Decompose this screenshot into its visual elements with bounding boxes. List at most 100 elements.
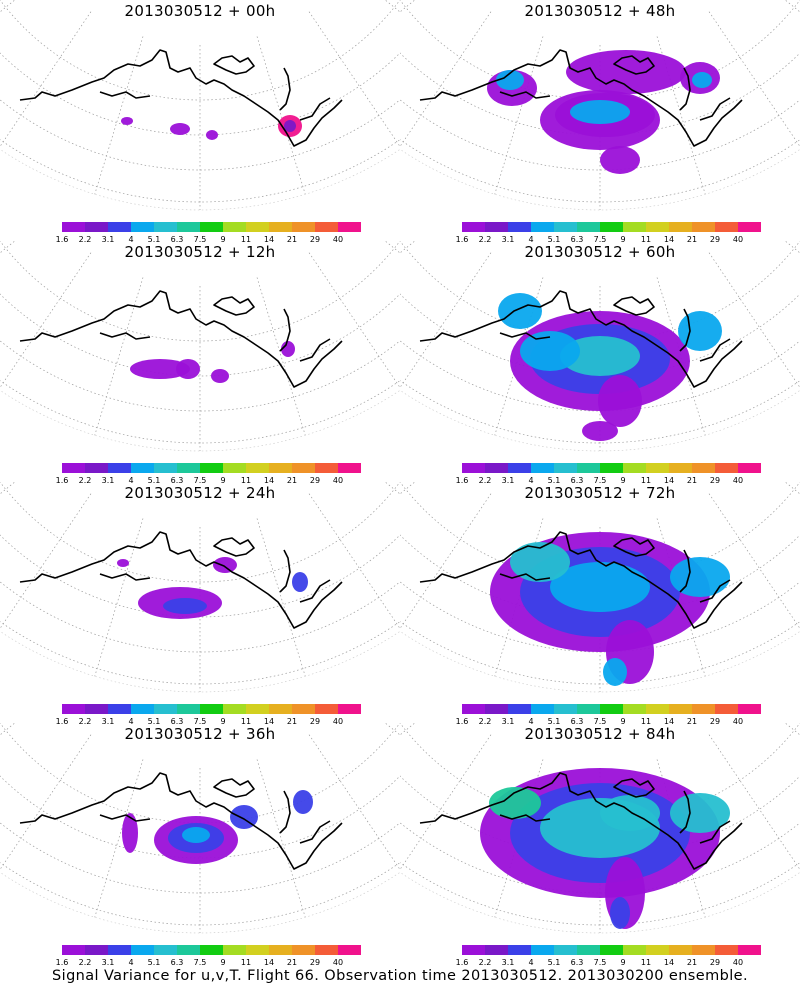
colorbar-label: 4 [128, 235, 134, 244]
colorbar-swatch [715, 463, 738, 473]
colorbar-swatch [177, 945, 200, 955]
colorbar-label: 2.2 [478, 235, 492, 244]
colorbar-label: 6.3 [170, 717, 184, 726]
colorbar-swatch [338, 222, 361, 232]
colorbar-swatch [738, 463, 761, 473]
colorbar-label: 3.1 [501, 476, 515, 485]
colorbar-swatch [715, 704, 738, 714]
colorbar-swatch [715, 222, 738, 232]
colorbar-label: 6.3 [570, 476, 584, 485]
colorbar-label: 9 [620, 958, 626, 967]
colorbar-label: 40 [732, 958, 744, 967]
colorbar-swatch [600, 222, 623, 232]
colorbar-swatch [554, 222, 577, 232]
panel-title: 2013030512 + 12h [124, 243, 276, 261]
colorbar-swatch [200, 704, 223, 714]
colorbar-swatch [577, 945, 600, 955]
map-plot [0, 482, 400, 693]
colorbar-swatch [692, 704, 715, 714]
colorbar-swatch [131, 463, 154, 473]
colorbar-swatch [177, 704, 200, 714]
colorbar-label: 6.3 [170, 476, 184, 485]
colorbar-label: 2.2 [78, 717, 92, 726]
colorbar-label: 7.5 [193, 476, 207, 485]
panel-title: 2013030512 + 72h [524, 484, 676, 502]
colorbar-swatch [131, 222, 154, 232]
colorbar-label: 40 [332, 235, 344, 244]
colorbar-label: 2.2 [78, 958, 92, 967]
colorbar-swatch [177, 463, 200, 473]
colorbar-label: 2.2 [478, 476, 492, 485]
colorbar-swatch [269, 704, 292, 714]
colorbar-swatch [692, 222, 715, 232]
colorbar-swatch [269, 222, 292, 232]
colorbar-label: 1.6 [55, 476, 69, 485]
colorbar-label: 14 [663, 717, 675, 726]
colorbar-label: 7.5 [193, 235, 207, 244]
colorbar-label: 7.5 [593, 717, 607, 726]
colorbar-swatch [669, 704, 692, 714]
map-panel-24h: 2013030512 + 24h 1.6 2.2 3.1 4 5.1 6.3 7.5 9 11 1… [0, 482, 400, 730]
colorbar-label: 11 [240, 235, 252, 244]
colorbar-label: 1.6 [55, 958, 69, 967]
colorbar-label: 14 [263, 476, 275, 485]
colorbar-swatch [85, 945, 108, 955]
colorbar-label: 3.1 [101, 717, 115, 726]
colorbar-label: 29 [309, 717, 321, 726]
colorbar-label: 4 [528, 476, 534, 485]
colorbar-swatch [531, 222, 554, 232]
colorbar-label: 1.6 [55, 717, 69, 726]
panel-title: 2013030512 + 36h [124, 725, 276, 743]
colorbar-label: 11 [640, 958, 652, 967]
colorbar-label: 14 [263, 717, 275, 726]
colorbar-label: 1.6 [455, 958, 469, 967]
colorbar-swatch [154, 945, 177, 955]
colorbar-swatch [246, 945, 269, 955]
colorbar-swatch [646, 222, 669, 232]
colorbar-label: 21 [286, 958, 298, 967]
map-panel-12h: 2013030512 + 12h 1.6 2.2 3.1 4 5.1 6.3 7.5 9 11 1… [0, 241, 400, 489]
map-panel-36h: 2013030512 + 36h 1.6 2.2 3.1 4 5.1 6.3 7.5 9 11 1… [0, 723, 400, 971]
colorbar-label: 29 [309, 235, 321, 244]
map-panel-72h: 2013030512 + 72h 1.6 2.2 3.1 4 5.1 6.3 7.5 9 11 1… [400, 482, 800, 730]
colorbar-swatch [692, 945, 715, 955]
colorbar-label: 7.5 [593, 958, 607, 967]
map-panel-60h: 2013030512 + 60h 1.6 2.2 3.1 4 5.1 6.3 7.5 9 11 1… [400, 241, 800, 489]
colorbar-label: 14 [263, 958, 275, 967]
colorbar-label: 29 [709, 958, 721, 967]
colorbar-swatch [508, 463, 531, 473]
map-plot [0, 0, 400, 211]
panel-title: 2013030512 + 60h [524, 243, 676, 261]
colorbar-label: 40 [732, 476, 744, 485]
colorbar-label: 21 [686, 958, 698, 967]
colorbar-swatch [669, 945, 692, 955]
colorbar-label: 29 [709, 717, 721, 726]
colorbar-swatch [738, 945, 761, 955]
colorbar-label: 14 [263, 235, 275, 244]
colorbar-swatch [154, 704, 177, 714]
colorbar-swatch [462, 945, 485, 955]
colorbar-swatch [485, 222, 508, 232]
colorbar-label: 6.3 [570, 717, 584, 726]
colorbar-swatch [646, 945, 669, 955]
colorbar-swatch [62, 463, 85, 473]
map-plot [400, 0, 800, 211]
colorbar-swatch [85, 222, 108, 232]
colorbar-swatch [200, 463, 223, 473]
colorbar-label: 40 [332, 476, 344, 485]
colorbar-swatch [223, 945, 246, 955]
colorbar-swatch [292, 463, 315, 473]
colorbar-swatch [177, 222, 200, 232]
colorbar-swatch [577, 704, 600, 714]
colorbar-label: 40 [332, 717, 344, 726]
colorbar-swatch [246, 704, 269, 714]
colorbar-swatch [108, 945, 131, 955]
map-plot [0, 241, 400, 452]
map-panel-00h: 2013030512 + 00h 1.6 2.2 3.1 4 5.1 6.3 7.5 9 11 1… [0, 0, 400, 248]
colorbar-swatch [508, 704, 531, 714]
colorbar-label: 3.1 [101, 958, 115, 967]
colorbar-label: 11 [640, 717, 652, 726]
colorbar-label: 9 [220, 476, 226, 485]
colorbar-label: 21 [286, 717, 298, 726]
colorbar-label: 6.3 [570, 235, 584, 244]
